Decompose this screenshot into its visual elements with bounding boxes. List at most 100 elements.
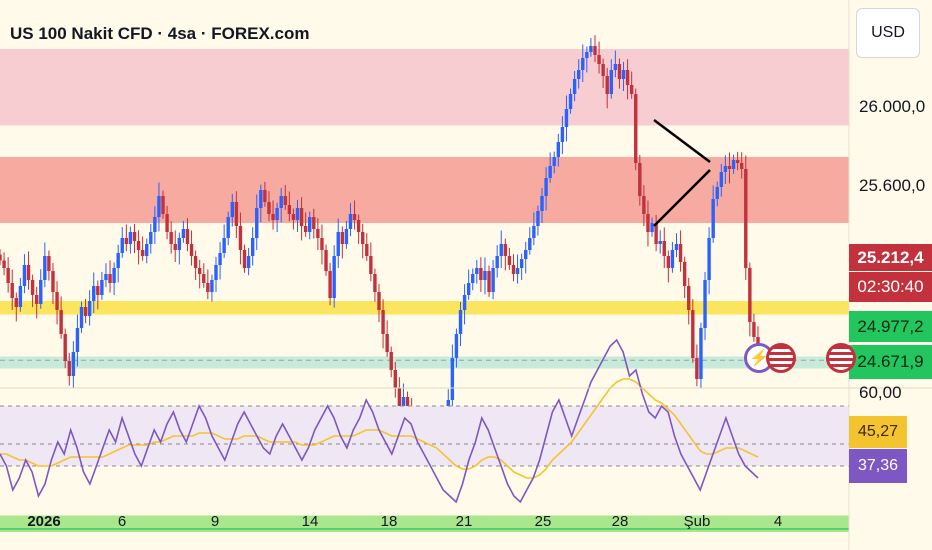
rsi-panel[interactable]: [0, 338, 849, 504]
candle: [316, 229, 320, 238]
candle: [401, 397, 406, 406]
candle: [519, 259, 524, 268]
candle: [287, 205, 292, 214]
candle: [752, 322, 756, 337]
candle: [495, 256, 499, 268]
candle: [487, 271, 491, 292]
candle: [255, 208, 259, 238]
zone-1[interactable]: [0, 157, 849, 223]
candle: [727, 166, 732, 169]
candle: [83, 307, 88, 316]
currency-button[interactable]: USD: [856, 8, 920, 58]
candle: [744, 169, 748, 268]
candle: [140, 250, 145, 256]
rsi-value-badge: 37,36: [849, 449, 907, 483]
candle: [483, 271, 487, 280]
candle: [642, 196, 646, 214]
price-tick-1: 25.600,0: [859, 176, 925, 195]
candle: [279, 196, 283, 208]
candle: [67, 361, 71, 376]
time-tick-9: 4: [774, 513, 782, 530]
candle: [206, 283, 210, 292]
candle: [6, 268, 10, 283]
candle: [625, 70, 630, 85]
candle: [193, 256, 198, 268]
candle: [145, 244, 149, 256]
zone-4[interactable]: [0, 515, 849, 533]
candle: [295, 208, 300, 220]
candle: [601, 64, 605, 76]
candle: [132, 232, 137, 241]
us-flag-icon[interactable]: [766, 343, 796, 373]
candle: [59, 310, 63, 334]
candle: [719, 172, 724, 187]
candle: [230, 202, 234, 217]
candle: [312, 217, 316, 229]
rsi-ma-badge: 45,27: [849, 416, 907, 448]
candle: [197, 268, 202, 274]
candle: [524, 250, 528, 259]
candle: [511, 265, 516, 274]
time-tick-8: Şub: [684, 513, 711, 530]
candle: [658, 241, 662, 244]
candle: [259, 190, 263, 208]
candle: [51, 271, 55, 292]
candle: [324, 250, 328, 271]
candle-layer: [0, 35, 760, 460]
price-tick-0: 26.000,0: [859, 97, 925, 116]
candle: [30, 280, 35, 295]
candle: [120, 238, 124, 253]
candle: [593, 46, 597, 55]
triangle-drawing[interactable]: [653, 119, 711, 227]
candle: [165, 214, 169, 232]
candle: [646, 214, 650, 232]
time-tick-2: 9: [211, 513, 219, 530]
candle: [299, 208, 304, 226]
symbol-title[interactable]: US 100 Nakit CFD · 4sa · FOREX.com: [10, 24, 310, 43]
candle: [674, 244, 679, 250]
candle: [638, 163, 642, 196]
candle: [703, 280, 707, 328]
candle: [650, 223, 654, 232]
time-tick-7: 28: [612, 513, 629, 530]
candle: [471, 274, 475, 283]
zone-2[interactable]: [0, 301, 849, 315]
candle: [589, 46, 593, 52]
candle: [735, 160, 740, 163]
us-flag-icon[interactable]: [826, 343, 856, 373]
price-axis: 26.000,0 25.600,0: [859, 97, 925, 195]
candle: [585, 52, 589, 58]
candle: [96, 286, 100, 295]
candle: [43, 256, 47, 280]
candle: [10, 283, 14, 298]
candle: [544, 178, 548, 196]
candle: [381, 310, 385, 334]
candle: [275, 208, 279, 220]
candle: [621, 70, 626, 79]
candle: [291, 214, 296, 220]
candle: [238, 226, 243, 250]
candle: [454, 334, 459, 358]
candle: [739, 163, 744, 169]
candle: [360, 232, 365, 244]
candle: [450, 358, 455, 400]
candle: [405, 397, 410, 406]
candle: [161, 196, 165, 214]
candle: [634, 94, 638, 163]
zone-3[interactable]: [0, 356, 849, 369]
candle: [654, 223, 658, 244]
candle: [389, 352, 393, 370]
candle: [328, 271, 332, 298]
candle: [491, 268, 495, 292]
candle: [707, 238, 711, 280]
candle: [678, 244, 683, 262]
candle: [462, 295, 467, 310]
candle: [723, 166, 728, 172]
zone-0[interactable]: [0, 49, 849, 126]
candle: [365, 244, 369, 256]
candle: [108, 274, 112, 283]
candle: [283, 196, 287, 205]
candle: [149, 232, 153, 244]
candle: [177, 238, 182, 250]
